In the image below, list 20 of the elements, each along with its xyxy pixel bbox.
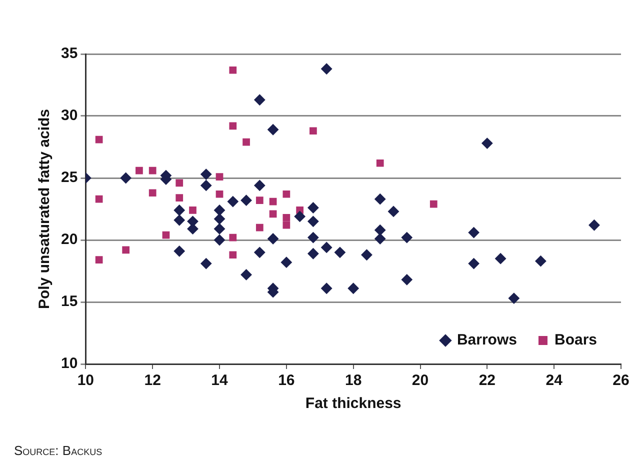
y-axis-title: Poly unsaturated fatty acids bbox=[36, 108, 54, 310]
y-tick-label: 10 bbox=[60, 355, 78, 372]
x-tick-label: 16 bbox=[278, 372, 295, 390]
source-note: Source: Backus bbox=[14, 443, 102, 458]
legend-label: Boars bbox=[554, 332, 598, 349]
x-tick-label: 10 bbox=[77, 372, 94, 390]
x-tick-label: 12 bbox=[144, 372, 161, 390]
y-tick-label: 15 bbox=[60, 293, 78, 310]
x-tick-label: 22 bbox=[478, 372, 496, 390]
x-tick-label: 14 bbox=[211, 372, 229, 390]
y-tick-label: 25 bbox=[60, 169, 78, 186]
legend-label: Barrows bbox=[456, 332, 517, 349]
x-tick-label: 20 bbox=[412, 372, 429, 390]
x-tick-label: 18 bbox=[345, 372, 362, 390]
x-tick-label: 26 bbox=[612, 372, 630, 390]
x-tick-label: 24 bbox=[546, 372, 564, 390]
y-tick-label: 30 bbox=[60, 107, 78, 124]
x-axis-title: Fat thickness bbox=[305, 395, 402, 412]
y-tick-label: 35 bbox=[60, 45, 78, 62]
y-tick-label: 20 bbox=[60, 231, 78, 248]
